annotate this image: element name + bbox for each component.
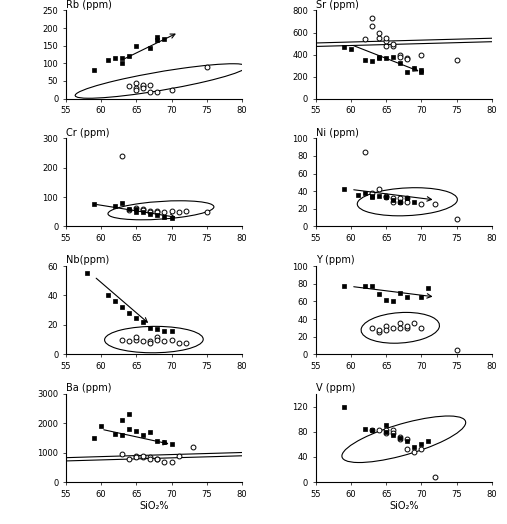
Text: V (ppm): V (ppm) [316,383,355,393]
Text: Y (ppm): Y (ppm) [316,255,354,265]
X-axis label: SiO₂%: SiO₂% [139,501,169,511]
X-axis label: SiO₂%: SiO₂% [389,501,419,511]
Text: Cr (ppm): Cr (ppm) [66,127,110,137]
Text: Ni (ppm): Ni (ppm) [316,127,358,137]
Text: Rb (ppm): Rb (ppm) [66,0,112,10]
Text: Nb(ppm): Nb(ppm) [66,255,109,265]
Text: Ba (ppm): Ba (ppm) [66,383,112,393]
Text: Sr (ppm): Sr (ppm) [316,0,358,10]
